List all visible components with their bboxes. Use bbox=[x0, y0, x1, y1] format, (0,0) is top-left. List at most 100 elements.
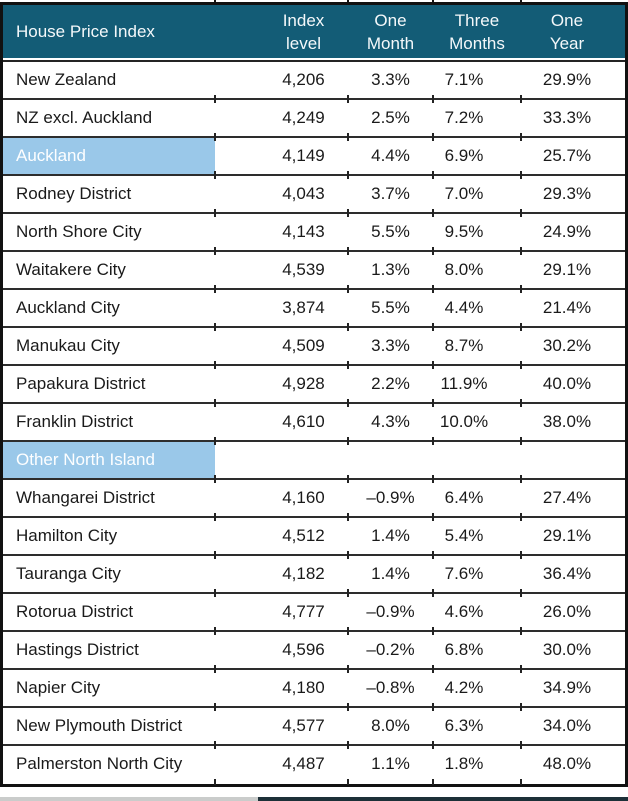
three-months-cell: 7.6% bbox=[432, 556, 521, 597]
bottom-edge-strip bbox=[0, 797, 628, 801]
table-row: Napier City 4,180 –0.8% 4.2% 34.9% bbox=[3, 670, 625, 711]
table-header: House Price Index Index level One Month … bbox=[3, 0, 625, 62]
index-level-cell: 4,777 bbox=[214, 594, 348, 635]
name-cell: Auckland bbox=[3, 138, 215, 176]
three-months-cell: 7.2% bbox=[432, 100, 521, 141]
one-month-cell bbox=[347, 442, 433, 483]
one-month-cell: 1.1% bbox=[347, 746, 433, 785]
index-level-cell: 4,577 bbox=[214, 708, 348, 749]
index-level-cell: 4,596 bbox=[214, 632, 348, 673]
table-row: Rotorua District 4,777 –0.9% 4.6% 26.0% bbox=[3, 594, 625, 635]
name-cell: North Shore City bbox=[3, 214, 215, 252]
table-row: Auckland City 3,874 5.5% 4.4% 21.4% bbox=[3, 290, 625, 331]
three-months-cell: 6.4% bbox=[432, 480, 521, 521]
table-row: New Zealand 4,206 3.3% 7.1% 29.9% bbox=[3, 62, 625, 103]
name-cell: Auckland City bbox=[3, 290, 215, 328]
one-month-cell: –0.2% bbox=[347, 632, 433, 673]
table-row: Rodney District 4,043 3.7% 7.0% 29.3% bbox=[3, 176, 625, 217]
table-row: Papakura District 4,928 2.2% 11.9% 40.0% bbox=[3, 366, 625, 407]
one-month-cell: 3.3% bbox=[347, 62, 433, 103]
name-cell: Franklin District bbox=[3, 404, 215, 442]
name-cell: Palmerston North City bbox=[3, 746, 215, 784]
one-year-cell: 24.9% bbox=[520, 214, 625, 255]
name-cell: Manukau City bbox=[3, 328, 215, 366]
table-row: Hamilton City 4,512 1.4% 5.4% 29.1% bbox=[3, 518, 625, 559]
three-months-cell: 9.5% bbox=[432, 214, 521, 255]
one-year-cell bbox=[520, 442, 625, 483]
column-header-three-months: Three Months bbox=[432, 0, 521, 62]
three-months-cell: 7.0% bbox=[432, 176, 521, 217]
index-level-cell: 4,182 bbox=[214, 556, 348, 597]
one-year-cell: 40.0% bbox=[520, 366, 625, 407]
three-months-cell: 7.1% bbox=[432, 62, 521, 103]
table-row: Auckland 4,149 4.4% 6.9% 25.7% bbox=[3, 138, 625, 179]
table-row: Waitakere City 4,539 1.3% 8.0% 29.1% bbox=[3, 252, 625, 293]
one-month-cell: 2.2% bbox=[347, 366, 433, 407]
one-year-cell: 36.4% bbox=[520, 556, 625, 597]
index-level-cell: 4,512 bbox=[214, 518, 348, 559]
strip-dark-segment bbox=[258, 797, 628, 801]
name-cell: Waitakere City bbox=[3, 252, 215, 290]
one-year-cell: 27.4% bbox=[520, 480, 625, 521]
one-year-cell: 29.9% bbox=[520, 62, 625, 103]
table-row: Franklin District 4,610 4.3% 10.0% 38.0% bbox=[3, 404, 625, 445]
three-months-cell bbox=[432, 442, 521, 483]
one-year-cell: 29.1% bbox=[520, 518, 625, 559]
one-month-cell: 1.4% bbox=[347, 556, 433, 597]
column-header-one-month: One Month bbox=[347, 0, 433, 62]
one-year-cell: 21.4% bbox=[520, 290, 625, 331]
index-level-cell: 4,143 bbox=[214, 214, 348, 255]
index-level-cell: 4,160 bbox=[214, 480, 348, 521]
table-row: Other North Island bbox=[3, 442, 625, 483]
three-months-cell: 6.9% bbox=[432, 138, 521, 179]
one-month-cell: 3.3% bbox=[347, 328, 433, 369]
three-months-cell: 5.4% bbox=[432, 518, 521, 559]
index-level-cell: 4,180 bbox=[214, 670, 348, 711]
three-months-cell: 8.0% bbox=[432, 252, 521, 293]
name-cell: Tauranga City bbox=[3, 556, 215, 594]
one-year-cell: 30.2% bbox=[520, 328, 625, 369]
index-level-cell: 4,509 bbox=[214, 328, 348, 369]
table-row: Whangarei District 4,160 –0.9% 6.4% 27.4% bbox=[3, 480, 625, 521]
one-year-cell: 29.3% bbox=[520, 176, 625, 217]
name-cell: Hastings District bbox=[3, 632, 215, 670]
index-level-cell: 4,149 bbox=[214, 138, 348, 179]
one-year-cell: 48.0% bbox=[520, 746, 625, 785]
three-months-cell: 6.3% bbox=[432, 708, 521, 749]
three-months-cell: 8.7% bbox=[432, 328, 521, 369]
index-level-cell bbox=[214, 442, 348, 483]
three-months-cell: 4.2% bbox=[432, 670, 521, 711]
one-month-cell: –0.9% bbox=[347, 594, 433, 635]
table-body: New Zealand 4,206 3.3% 7.1% 29.9% NZ excl. Au… bbox=[3, 62, 625, 785]
column-header-one-year: One Year bbox=[520, 0, 625, 62]
name-cell: Rodney District bbox=[3, 176, 215, 214]
index-level-cell: 4,249 bbox=[214, 100, 348, 141]
column-header-index-level: Index level bbox=[214, 0, 348, 62]
three-months-cell: 11.9% bbox=[432, 366, 521, 407]
table-row: NZ excl. Auckland 4,249 2.5% 7.2% 33.3% bbox=[3, 100, 625, 141]
table-row: New Plymouth District 4,577 8.0% 6.3% 34.0% bbox=[3, 708, 625, 749]
one-year-cell: 38.0% bbox=[520, 404, 625, 445]
strip-gray-segment bbox=[0, 797, 258, 801]
name-cell: New Plymouth District bbox=[3, 708, 215, 746]
index-level-cell: 4,487 bbox=[214, 746, 348, 785]
name-cell: Napier City bbox=[3, 670, 215, 708]
one-month-cell: 1.3% bbox=[347, 252, 433, 293]
name-cell: New Zealand bbox=[3, 62, 215, 100]
one-month-cell: –0.8% bbox=[347, 670, 433, 711]
three-months-cell: 6.8% bbox=[432, 632, 521, 673]
three-months-cell: 10.0% bbox=[432, 404, 521, 445]
index-level-cell: 3,874 bbox=[214, 290, 348, 331]
name-cell: Papakura District bbox=[3, 366, 215, 404]
one-year-cell: 26.0% bbox=[520, 594, 625, 635]
three-months-cell: 4.6% bbox=[432, 594, 521, 635]
one-year-cell: 34.0% bbox=[520, 708, 625, 749]
name-cell: Whangarei District bbox=[3, 480, 215, 518]
one-month-cell: 1.4% bbox=[347, 518, 433, 559]
one-month-cell: 5.5% bbox=[347, 214, 433, 255]
index-level-cell: 4,610 bbox=[214, 404, 348, 445]
one-year-cell: 29.1% bbox=[520, 252, 625, 293]
one-month-cell: 5.5% bbox=[347, 290, 433, 331]
